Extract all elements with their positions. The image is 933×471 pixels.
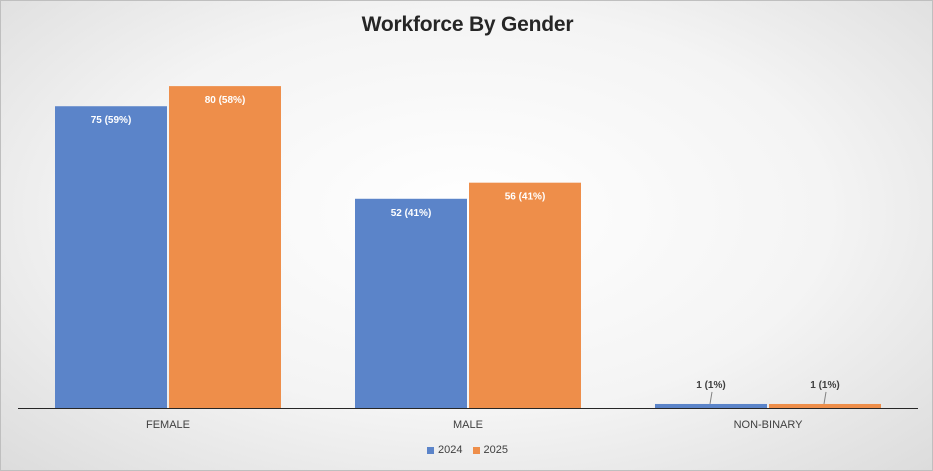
legend: 2024 2025 <box>1 444 932 456</box>
data-label-non-binary-2024: 1 (1%) <box>696 380 725 391</box>
bar-female-2025 <box>169 86 281 408</box>
data-label-female-2024: 75 (59%) <box>91 115 132 126</box>
category-label-female: FEMALE <box>146 419 190 431</box>
bar-male-2024 <box>355 198 467 408</box>
legend-item-2024: 2024 <box>427 444 463 456</box>
bar-female-2024 <box>55 106 167 408</box>
legend-item-2025: 2025 <box>472 444 508 456</box>
category-label-non-binary: NON-BINARY <box>734 419 804 431</box>
leader-line <box>709 391 713 405</box>
bar-male-2025 <box>469 182 581 408</box>
leader-line <box>823 391 827 405</box>
chart-title: Workforce By Gender <box>361 13 574 36</box>
legend-label: 2025 <box>483 444 508 456</box>
data-label-male-2025: 56 (41%) <box>505 192 546 203</box>
bar-non-binary-2025 <box>769 403 881 408</box>
legend-label: 2024 <box>438 444 463 456</box>
data-label-non-binary-2025: 1 (1%) <box>810 380 839 391</box>
bar-non-binary-2024 <box>655 403 767 408</box>
data-label-male-2024: 52 (41%) <box>391 208 432 219</box>
legend-swatch <box>427 446 435 454</box>
category-label-male: MALE <box>453 419 483 431</box>
legend-swatch <box>472 446 480 454</box>
data-label-female-2025: 80 (58%) <box>205 95 246 106</box>
